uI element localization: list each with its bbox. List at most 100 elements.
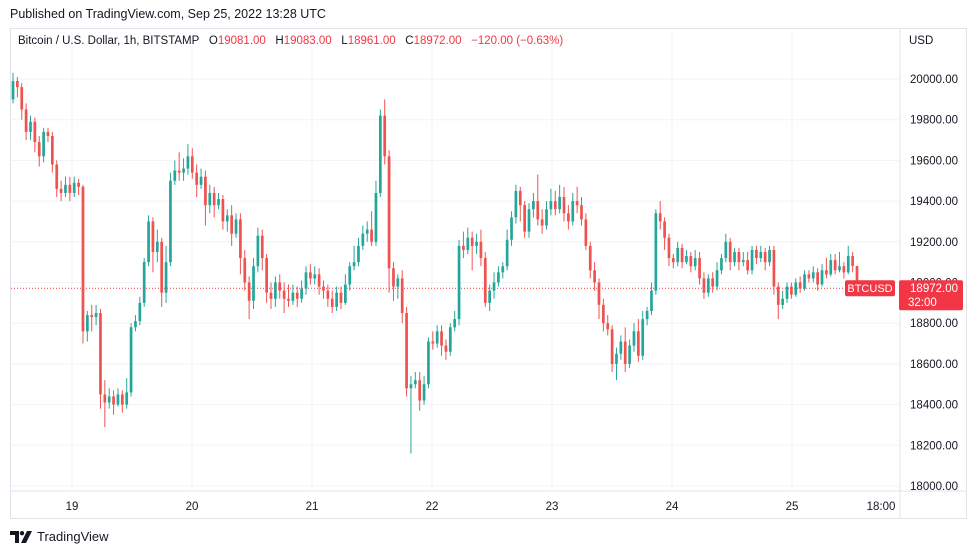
candle-body xyxy=(733,251,736,263)
candle-body xyxy=(164,262,168,293)
candle-body xyxy=(558,197,561,210)
candle-body xyxy=(64,184,67,193)
candle-body xyxy=(77,182,80,187)
candle-body xyxy=(632,331,636,346)
candle-body xyxy=(510,217,513,240)
candle-body xyxy=(422,384,426,401)
candle-body xyxy=(475,241,478,246)
price-tick-label: 18000.00 xyxy=(910,481,958,493)
candle xyxy=(37,135,41,167)
candle xyxy=(636,319,640,362)
candle xyxy=(134,315,137,332)
price-tick-label: 19600.00 xyxy=(910,155,958,167)
candle-body xyxy=(811,272,815,279)
candle-body xyxy=(405,313,408,389)
candle-body xyxy=(396,278,400,287)
candle-body xyxy=(628,345,631,364)
candle-body xyxy=(846,256,850,273)
candle-body xyxy=(724,241,728,259)
candle-body xyxy=(51,135,54,165)
currency-label: USD xyxy=(909,35,934,47)
candle xyxy=(549,188,553,216)
candle xyxy=(378,109,382,198)
candle xyxy=(510,211,513,246)
footer-brand[interactable]: TradingView xyxy=(10,529,109,544)
candle xyxy=(260,229,264,271)
candle xyxy=(728,237,732,271)
candle-body xyxy=(759,251,763,259)
candle-body xyxy=(208,192,212,206)
candle-body xyxy=(274,282,277,299)
candle-body xyxy=(400,278,404,314)
candle-body xyxy=(409,384,413,389)
candle xyxy=(781,290,785,309)
candle-body xyxy=(553,201,557,210)
candle xyxy=(309,264,312,285)
candle-body xyxy=(540,219,544,226)
candle-body xyxy=(798,282,802,289)
candle xyxy=(663,217,666,250)
candle xyxy=(540,209,544,234)
candle-body xyxy=(702,278,706,293)
candle-body xyxy=(383,115,387,157)
candle xyxy=(497,266,500,287)
published-caption: Published on TradingView.com, Sep 25, 20… xyxy=(10,7,326,21)
candle xyxy=(138,296,142,326)
candle-body xyxy=(785,286,789,299)
candle xyxy=(483,251,487,307)
candle-body xyxy=(431,341,435,344)
candle-body xyxy=(147,221,150,263)
candle xyxy=(658,201,662,230)
candle xyxy=(680,243,684,269)
candle xyxy=(641,310,645,360)
candle-body xyxy=(357,245,360,263)
candle-body xyxy=(361,233,365,246)
candle-body xyxy=(221,199,225,222)
candle xyxy=(706,274,710,297)
candle-body xyxy=(269,292,273,299)
candle xyxy=(42,127,45,163)
candle-body xyxy=(768,249,771,263)
candle-body xyxy=(545,209,548,226)
candle xyxy=(488,284,492,311)
candle-body xyxy=(610,329,614,364)
candle-body xyxy=(807,274,811,279)
candle xyxy=(545,201,548,230)
grid-lines xyxy=(11,29,899,489)
candle-body xyxy=(107,396,111,403)
candle xyxy=(85,310,89,342)
candle xyxy=(567,205,570,230)
candle-body xyxy=(584,219,588,246)
candle xyxy=(348,262,352,291)
candle-body xyxy=(492,282,496,291)
candle-body xyxy=(567,213,570,222)
candle-body xyxy=(706,278,710,293)
candle xyxy=(466,227,470,255)
candle-body xyxy=(776,286,780,305)
candle xyxy=(107,388,111,409)
candle xyxy=(322,280,325,299)
candle-body xyxy=(483,258,487,303)
price-tag-box xyxy=(899,280,963,311)
legend-open-value: 19081.00 xyxy=(217,35,266,47)
candle xyxy=(838,251,841,273)
candle-body xyxy=(129,327,133,393)
candle xyxy=(505,229,509,271)
candle xyxy=(103,380,107,427)
chart-legend: Bitcoin / U.S. Dollar, 1h, BITSTAMP O190… xyxy=(18,35,563,47)
candle-body xyxy=(851,256,854,267)
candle xyxy=(11,72,15,104)
candle xyxy=(182,158,185,181)
candle-body xyxy=(212,192,216,206)
candle xyxy=(247,276,251,320)
candle-body xyxy=(842,266,846,273)
chart-frame[interactable] xyxy=(10,28,967,519)
legend-symbol: Bitcoin / U.S. Dollar, 1h, BITSTAMP xyxy=(18,35,200,47)
candle xyxy=(374,180,378,246)
candle xyxy=(177,152,181,181)
candle-body xyxy=(225,215,229,222)
candle-body xyxy=(177,170,181,173)
candle xyxy=(212,186,216,218)
candle xyxy=(794,278,798,297)
